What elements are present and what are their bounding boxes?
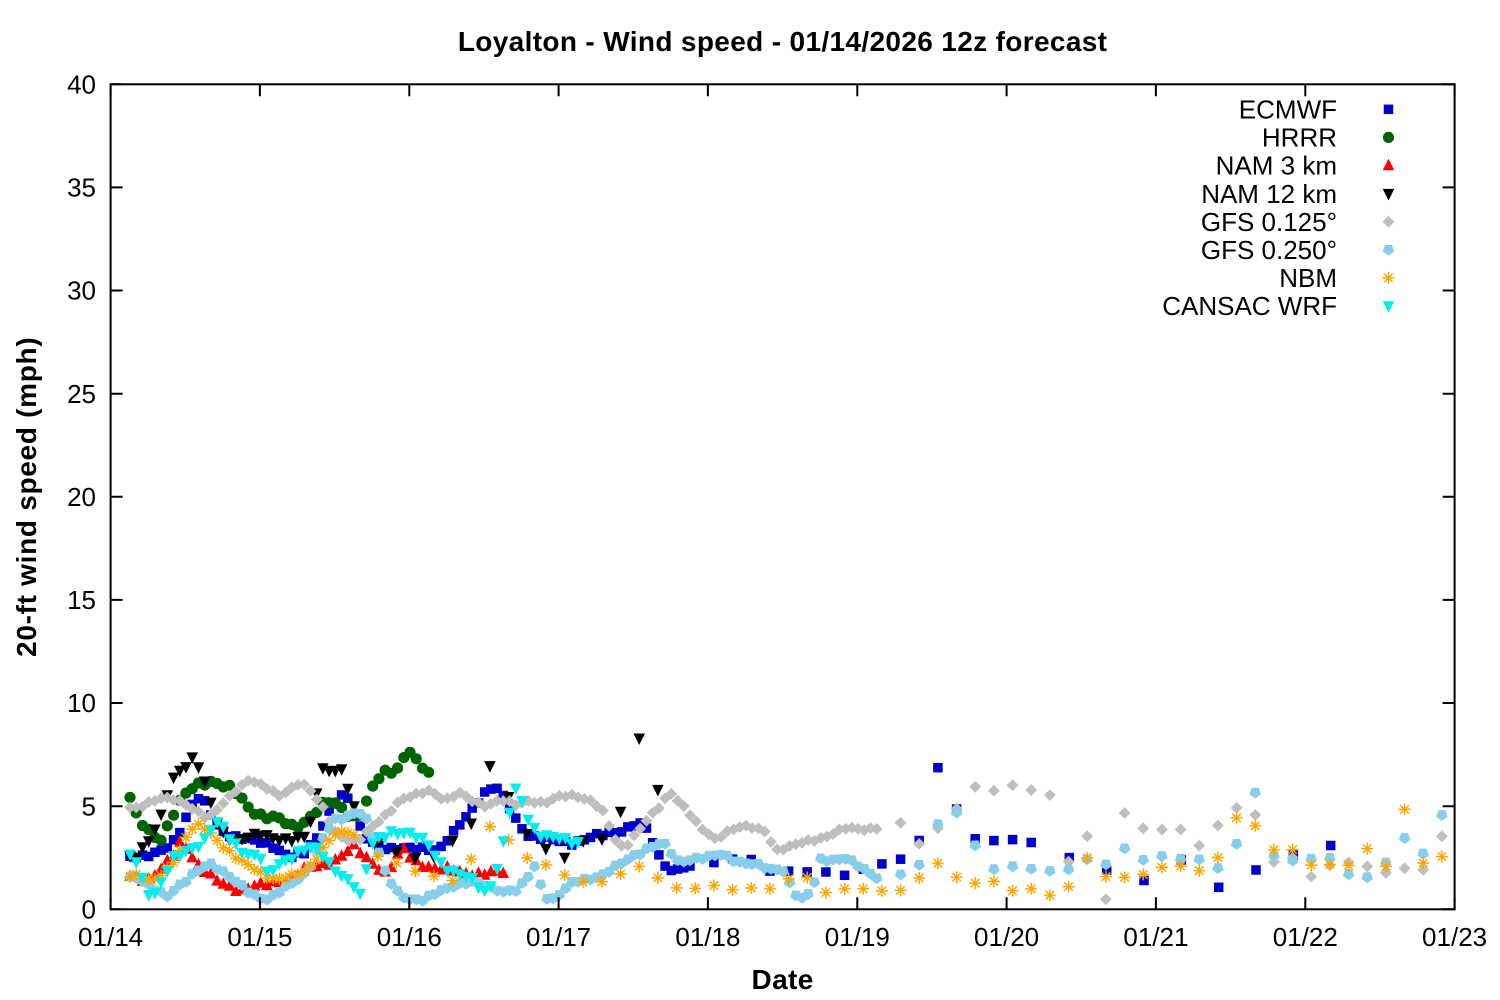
svg-text:01/18: 01/18 — [675, 922, 740, 952]
svg-text:GFS 0.125°: GFS 0.125° — [1201, 207, 1337, 237]
svg-text:NAM 12 km: NAM 12 km — [1201, 179, 1337, 209]
svg-text:40: 40 — [67, 70, 96, 100]
svg-text:20-ft wind speed (mph): 20-ft wind speed (mph) — [11, 337, 42, 657]
svg-text:35: 35 — [67, 173, 96, 203]
svg-text:20: 20 — [67, 482, 96, 512]
svg-text:5: 5 — [82, 791, 96, 821]
svg-text:GFS 0.250°: GFS 0.250° — [1201, 235, 1337, 265]
svg-text:25: 25 — [67, 379, 96, 409]
svg-text:01/17: 01/17 — [526, 922, 591, 952]
svg-text:NAM 3 km: NAM 3 km — [1216, 151, 1337, 181]
svg-text:NBM: NBM — [1279, 263, 1337, 293]
svg-text:ECMWF: ECMWF — [1239, 95, 1337, 125]
svg-text:01/21: 01/21 — [1123, 922, 1188, 952]
svg-text:Date: Date — [752, 964, 814, 995]
svg-text:01/15: 01/15 — [227, 922, 292, 952]
svg-text:0: 0 — [82, 895, 96, 925]
svg-text:01/23: 01/23 — [1422, 922, 1487, 952]
svg-text:10: 10 — [67, 688, 96, 718]
svg-text:01/20: 01/20 — [974, 922, 1039, 952]
svg-text:01/16: 01/16 — [377, 922, 442, 952]
svg-text:Loyalton - Wind speed - 01/14/: Loyalton - Wind speed - 01/14/2026 12z f… — [458, 26, 1108, 57]
svg-text:01/19: 01/19 — [825, 922, 890, 952]
svg-text:15: 15 — [67, 585, 96, 615]
svg-text:01/22: 01/22 — [1273, 922, 1338, 952]
svg-text:CANSAC WRF: CANSAC WRF — [1162, 291, 1337, 321]
svg-text:HRRR: HRRR — [1262, 123, 1337, 153]
svg-text:01/14: 01/14 — [78, 922, 143, 952]
svg-text:30: 30 — [67, 276, 96, 306]
